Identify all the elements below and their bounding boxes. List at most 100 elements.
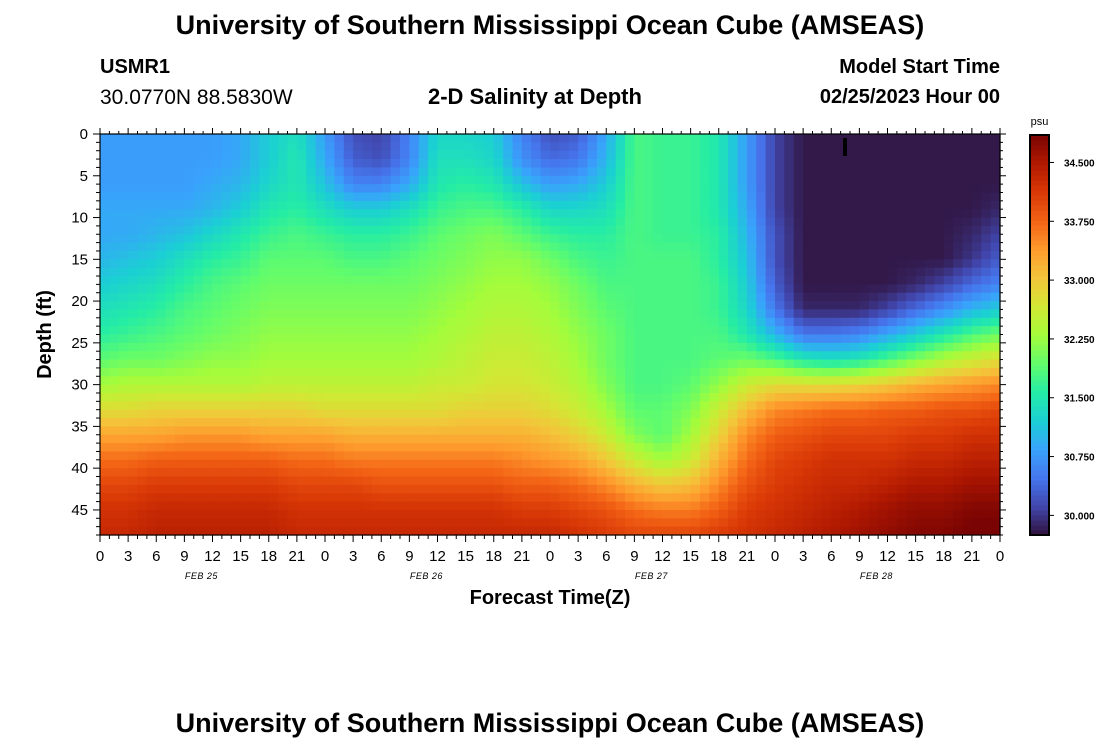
heatmap-cell <box>465 284 476 294</box>
heatmap-cell <box>437 175 448 185</box>
heatmap-cell <box>446 276 457 285</box>
heatmap-cell <box>381 468 392 478</box>
heatmap-cell <box>690 484 701 494</box>
heatmap-cell <box>934 468 945 478</box>
heatmap-cell <box>906 184 917 194</box>
heatmap-cell <box>850 509 860 519</box>
heatmap-cell <box>325 484 335 494</box>
heatmap-cell <box>437 292 448 302</box>
heatmap-cell <box>231 309 242 319</box>
heatmap-cell <box>943 142 954 152</box>
heatmap-cell <box>306 376 317 386</box>
heatmap-cell <box>381 426 392 436</box>
heatmap-cell <box>334 217 345 227</box>
heatmap-cell <box>128 242 139 252</box>
heatmap-cell <box>137 184 148 194</box>
heatmap-cell <box>287 351 298 361</box>
heatmap-cell <box>231 476 242 486</box>
heatmap-cell <box>428 476 439 486</box>
heatmap-cell <box>362 392 373 402</box>
heatmap-cell <box>259 225 270 235</box>
heatmap-cell <box>943 443 954 453</box>
heatmap-cell <box>156 267 167 277</box>
heatmap-cell <box>409 134 420 143</box>
heatmap-cell <box>962 376 973 386</box>
heatmap-cell <box>109 200 120 210</box>
heatmap-cell <box>315 134 326 143</box>
heatmap-cell <box>690 267 701 277</box>
heatmap-cell <box>915 276 926 285</box>
heatmap-cell <box>268 443 279 453</box>
heatmap-cell <box>831 217 842 227</box>
heatmap-cell <box>128 501 139 511</box>
heatmap-cell <box>578 401 589 411</box>
heatmap-cell <box>109 392 120 402</box>
heatmap-cell <box>465 217 476 227</box>
heatmap-cell <box>259 434 270 444</box>
heatmap-cell <box>521 175 532 185</box>
heatmap-cell <box>175 367 185 377</box>
heatmap-cell <box>240 317 251 327</box>
heatmap-cell <box>896 443 907 453</box>
heatmap-cell <box>784 518 795 528</box>
heatmap-cell <box>306 501 317 511</box>
heatmap-cell <box>381 401 392 411</box>
heatmap-cell <box>278 443 289 453</box>
heatmap-cell <box>400 451 410 461</box>
heatmap-cell <box>137 134 148 143</box>
heatmap-cell <box>643 342 654 352</box>
heatmap-cell <box>850 501 860 511</box>
heatmap-cell <box>943 526 954 536</box>
heatmap-cell <box>709 175 720 185</box>
heatmap-cell <box>943 392 954 402</box>
heatmap-cell <box>362 142 373 152</box>
heatmap-cell <box>906 509 917 519</box>
heatmap-cell <box>653 242 664 252</box>
heatmap-cell <box>409 376 420 386</box>
heatmap-cell <box>878 159 889 169</box>
heatmap-cell <box>606 192 617 202</box>
heatmap-cell <box>493 292 504 302</box>
heatmap-cell <box>240 509 251 519</box>
heatmap-cell <box>709 259 720 269</box>
heatmap-cell <box>643 142 654 152</box>
heatmap-cell <box>775 426 785 436</box>
heatmap-cell <box>906 234 917 244</box>
heatmap-cell <box>728 509 739 519</box>
heatmap-cell <box>531 359 542 369</box>
heatmap-cell <box>831 526 842 536</box>
heatmap-cell <box>278 376 289 386</box>
heatmap-cell <box>325 167 335 177</box>
heatmap-cell <box>568 276 579 285</box>
heatmap-cell <box>625 434 635 444</box>
heatmap-cell <box>850 276 860 285</box>
heatmap-cell <box>521 200 532 210</box>
heatmap-cell <box>409 234 420 244</box>
heatmap-cell <box>268 309 279 319</box>
heatmap-cell <box>690 284 701 294</box>
heatmap-cell <box>831 184 842 194</box>
heatmap-cell <box>475 384 485 394</box>
heatmap-cell <box>146 392 157 402</box>
heatmap-cell <box>953 134 964 143</box>
heatmap-cell <box>643 225 654 235</box>
heatmap-cell <box>587 192 598 202</box>
heatmap-cell <box>521 443 532 453</box>
heatmap-cell <box>418 409 429 419</box>
heatmap-cell <box>596 342 607 352</box>
heatmap-cell <box>353 392 364 402</box>
heatmap-cell <box>100 351 110 361</box>
heatmap-cell <box>156 301 167 311</box>
heatmap-cell <box>718 159 729 169</box>
heatmap-cell <box>428 459 439 469</box>
heatmap-cell <box>315 484 326 494</box>
heatmap-cell <box>803 317 814 327</box>
heatmap-cell <box>775 392 785 402</box>
heatmap-cell <box>896 351 907 361</box>
heatmap-cell <box>137 200 148 210</box>
heatmap-cell <box>381 284 392 294</box>
heatmap-cell <box>859 401 870 411</box>
heatmap-cell <box>353 276 364 285</box>
heatmap-cell <box>812 234 823 244</box>
heatmap-cell <box>681 392 692 402</box>
